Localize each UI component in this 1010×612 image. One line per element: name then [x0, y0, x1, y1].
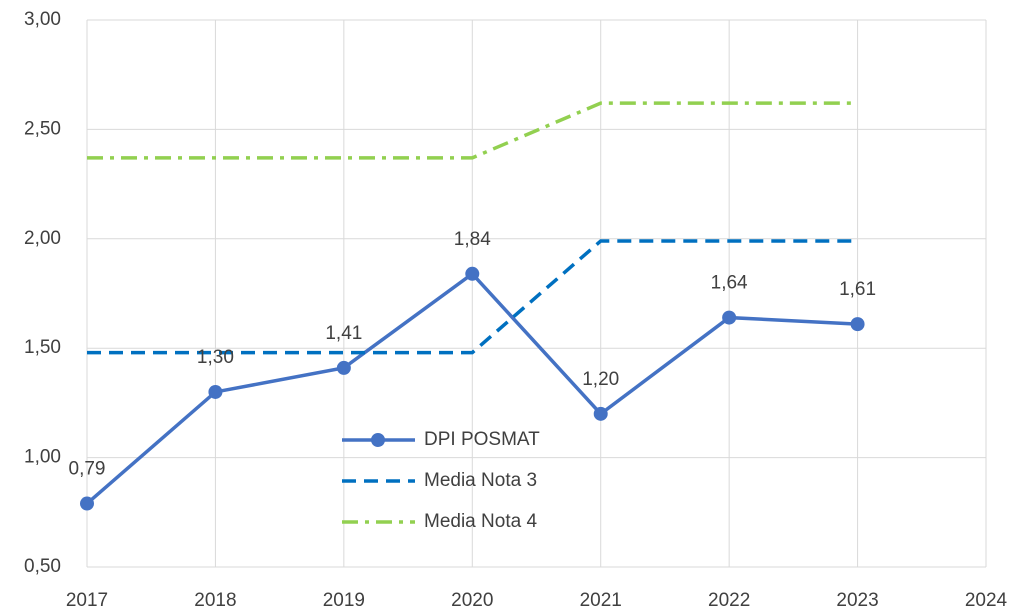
- x-tick-label: 2018: [194, 590, 236, 611]
- x-tick-label: 2022: [708, 590, 750, 611]
- x-tick-label: 2024: [965, 590, 1008, 611]
- data-label: 1,84: [454, 229, 491, 250]
- data-label: 0,79: [69, 459, 106, 480]
- x-tick-label: 2023: [836, 590, 878, 611]
- data-point: [336, 360, 351, 375]
- data-label: 1,64: [711, 273, 748, 294]
- series-line: [87, 101, 858, 160]
- y-tick-label: 3,00: [24, 9, 61, 30]
- data-point: [593, 406, 608, 421]
- data-point: [722, 310, 737, 325]
- data-point: [208, 384, 223, 399]
- y-tick-label: 2,50: [24, 118, 61, 139]
- legend-marker: [371, 433, 385, 447]
- data-label: 1,30: [197, 347, 234, 368]
- data-label: 1,41: [325, 323, 362, 344]
- y-tick-label: 2,00: [24, 228, 61, 249]
- y-tick-label: 1,00: [24, 447, 61, 468]
- series-line: [87, 239, 858, 355]
- x-tick-label: 2021: [580, 590, 622, 611]
- x-tick-label: 2019: [323, 590, 365, 611]
- x-tick-label: 2017: [66, 590, 108, 611]
- data-label: 1,61: [839, 279, 876, 300]
- y-tick-label: 0,50: [24, 556, 61, 577]
- x-tick-label: 2020: [451, 590, 493, 611]
- data-point: [850, 317, 865, 332]
- data-label: 1,20: [582, 369, 619, 390]
- y-tick-label: 1,50: [24, 337, 61, 358]
- data-point: [465, 266, 480, 281]
- legend-label: DPI POSMAT: [424, 429, 540, 450]
- data-point: [80, 496, 94, 511]
- legend-label: Media Nota 3: [424, 470, 537, 491]
- legend-label: Media Nota 4: [424, 511, 537, 532]
